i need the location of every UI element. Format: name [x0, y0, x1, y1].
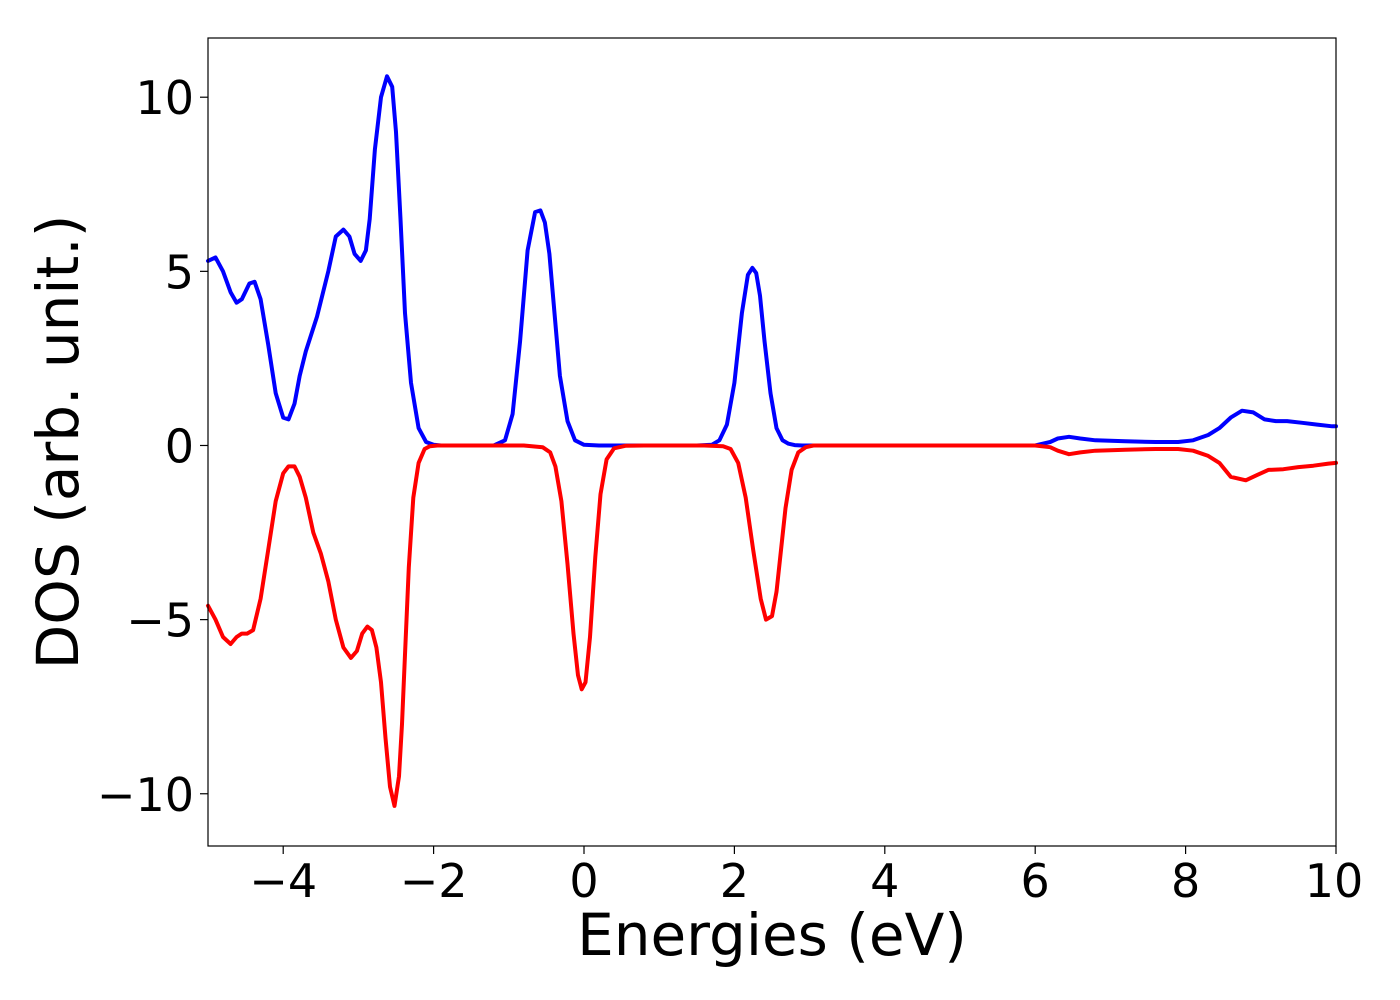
- x-tick-label: −2: [400, 854, 468, 908]
- y-tick-label: 0: [165, 419, 194, 473]
- x-tick-label: 2: [720, 854, 749, 908]
- x-axis-label: Energies (eV): [577, 901, 967, 969]
- x-tick-label: 10: [1305, 854, 1364, 908]
- series-layer: [206, 74, 1338, 808]
- x-tick-label: 8: [1171, 854, 1200, 908]
- y-tick-label: −10: [97, 768, 194, 822]
- y-tick-label: 5: [165, 245, 194, 299]
- x-tick-label: 4: [870, 854, 899, 908]
- series-line-red: [206, 443, 1338, 808]
- y-tick-label: 10: [135, 71, 194, 125]
- y-tick-label: −5: [126, 594, 194, 648]
- y-axis-ticks: 10 5 0 −5 −10: [97, 71, 208, 822]
- y-axis-label: DOS (arb. unit.): [24, 215, 92, 670]
- series-line-blue: [206, 74, 1338, 448]
- x-tick-label: 0: [569, 854, 598, 908]
- plot-frame: [207, 37, 1337, 847]
- x-axis-ticks: −4 −2 0 2 4 6 8 10: [249, 846, 1363, 908]
- x-tick-label: 6: [1021, 854, 1050, 908]
- x-tick-label: −4: [249, 854, 317, 908]
